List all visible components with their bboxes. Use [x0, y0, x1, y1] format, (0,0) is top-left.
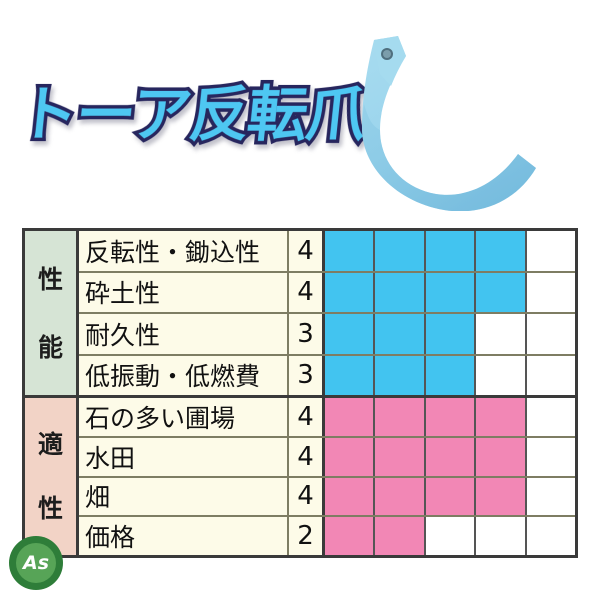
rating-cell: [325, 272, 376, 312]
rating-cell: [476, 477, 527, 516]
section-rows: 反転性・鋤込性 4 砕土性 4: [79, 231, 576, 395]
rating-cell: [476, 272, 527, 312]
rating-cell: [425, 398, 477, 436]
table-row: 水田 4: [79, 437, 576, 478]
rating-cell: [375, 355, 426, 395]
rotary-tiller-claw-image: [362, 36, 536, 211]
rating-cell: [476, 355, 527, 395]
section-header-suitability: 適 性: [25, 398, 79, 555]
table-row: 石の多い圃場 4: [79, 398, 576, 438]
section-header-char: 性: [37, 264, 63, 294]
rating-cell: [526, 398, 576, 436]
rating-cell: [476, 398, 527, 436]
row-score: 3: [289, 355, 325, 395]
rating-cell: [476, 437, 527, 476]
rating-cell: [375, 314, 426, 354]
row-score: 3: [289, 314, 325, 354]
as-logo-inner-circle: As: [16, 543, 56, 583]
rating-cell: [425, 272, 477, 312]
rating-bar: [325, 272, 576, 312]
rating-cell: [526, 355, 576, 395]
table-section-performance: 性 能 反転性・鋤込性 4 砕土性 4: [25, 231, 576, 395]
rating-cell: [325, 231, 376, 271]
table-row: 低振動・低燃費 3: [79, 355, 576, 395]
row-score: 4: [289, 272, 325, 312]
rating-cell: [325, 437, 376, 476]
rating-cell: [325, 477, 376, 516]
section-header-performance: 性 能: [25, 231, 79, 395]
rating-cell: [425, 477, 477, 516]
rating-cell: [375, 231, 426, 271]
table-row: 反転性・鋤込性 4: [79, 231, 576, 273]
row-label: 畑: [79, 477, 289, 516]
mounting-hole-inner: [383, 50, 391, 58]
row-label: 価格: [79, 517, 289, 555]
rating-bar: [325, 231, 576, 271]
table-row: 砕土性 4: [79, 272, 576, 314]
rating-cell: [526, 231, 576, 271]
rating-cell: [425, 231, 477, 271]
row-label: 反転性・鋤込性: [79, 231, 289, 271]
row-score: 4: [289, 398, 325, 436]
row-score: 4: [289, 437, 325, 476]
rating-bar: [325, 437, 576, 476]
rating-cell: [375, 437, 426, 476]
rating-cell: [325, 517, 376, 555]
table-row: 価格 2: [79, 517, 576, 555]
blade-shadow: [362, 104, 536, 211]
rating-cell: [526, 314, 576, 354]
rating-cell: [425, 437, 477, 476]
rating-cell: [425, 314, 477, 354]
rating-cell: [476, 314, 527, 354]
rating-cell: [325, 314, 376, 354]
blade-shank: [374, 36, 406, 86]
rating-bar: [325, 398, 576, 436]
rating-cell: [425, 517, 477, 555]
row-label: 耐久性: [79, 314, 289, 354]
rating-bar: [325, 517, 576, 555]
rating-cell: [375, 477, 426, 516]
rating-bar: [325, 477, 576, 516]
row-label: 砕土性: [79, 272, 289, 312]
rating-cell: [526, 517, 576, 555]
table-row: 耐久性 3: [79, 314, 576, 356]
rating-bar: [325, 355, 576, 395]
rating-cell: [325, 398, 376, 436]
rating-cell: [476, 231, 527, 271]
rating-cell: [526, 272, 576, 312]
row-label: 低振動・低燃費: [79, 355, 289, 395]
rating-cell: [375, 517, 426, 555]
row-score: 2: [289, 517, 325, 555]
rating-cell: [476, 517, 527, 555]
rating-cell: [375, 272, 426, 312]
row-label: 石の多い圃場: [79, 398, 289, 436]
rating-bar: [325, 314, 576, 354]
rating-cell: [425, 355, 477, 395]
rating-cell: [526, 437, 576, 476]
table-section-suitability: 適 性 石の多い圃場 4 水田 4: [25, 395, 576, 555]
rating-cell: [325, 355, 376, 395]
row-score: 4: [289, 231, 325, 271]
row-score: 4: [289, 477, 325, 516]
rating-cell: [526, 477, 576, 516]
section-rows: 石の多い圃場 4 水田 4: [79, 398, 576, 555]
section-header-char: 性: [37, 494, 63, 524]
rating-cell: [375, 398, 426, 436]
row-label: 水田: [79, 437, 289, 476]
section-header-char: 能: [37, 332, 63, 362]
table-row: 畑 4: [79, 477, 576, 518]
as-logo-badge: As: [9, 536, 63, 590]
section-header-char: 適: [37, 429, 63, 459]
spec-rating-table: 性 能 反転性・鋤込性 4 砕土性 4: [22, 228, 578, 558]
product-title-block: トーア反転爪: [11, 72, 371, 160]
page-title: トーア反転爪: [11, 77, 371, 154]
as-logo-label: As: [22, 551, 49, 574]
